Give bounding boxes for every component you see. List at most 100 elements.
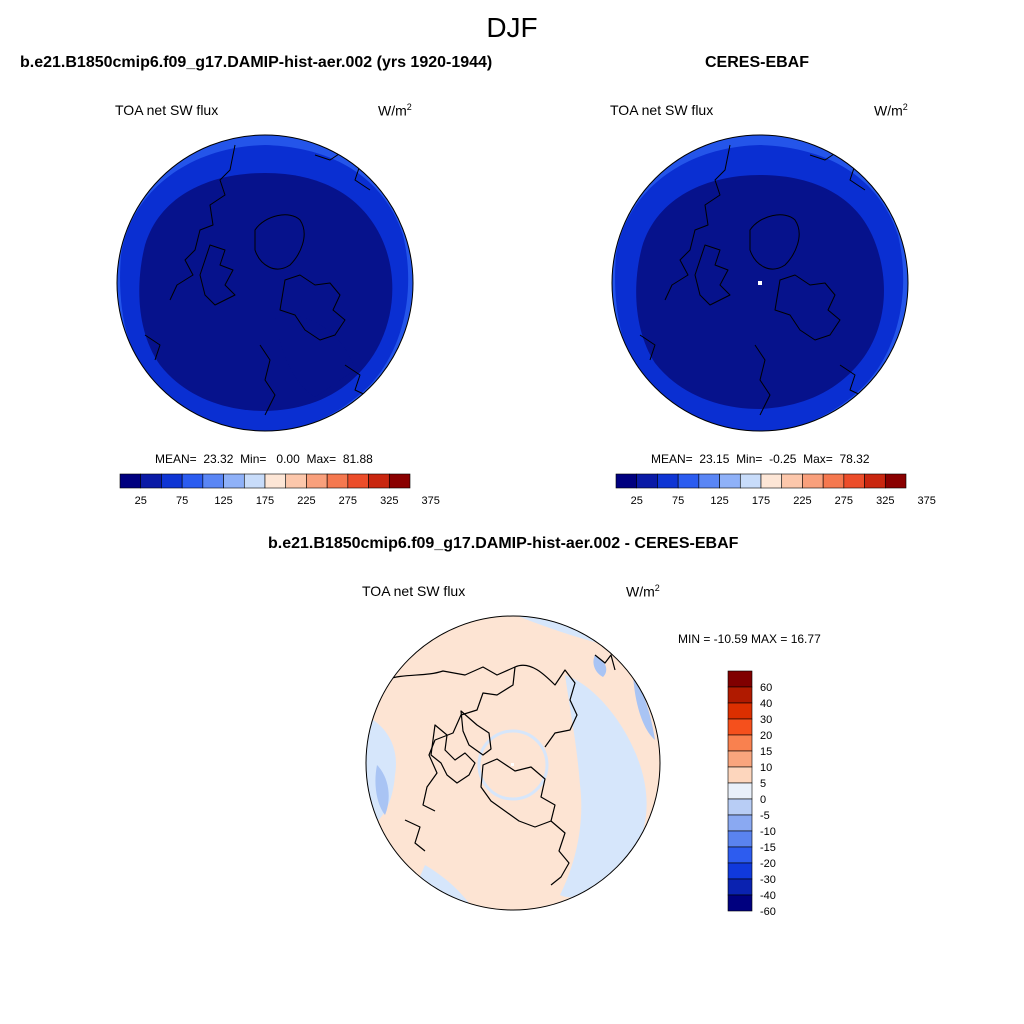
colorbar-tick-label: 30: [760, 714, 772, 726]
pole-missing-point: [758, 281, 762, 285]
colorbar-tick-label: 75: [672, 495, 684, 507]
colorbar-box: [677, 473, 700, 489]
colorbar-box: [822, 473, 845, 489]
colorbar-tick-label: -15: [760, 842, 776, 854]
colorbar-box: [864, 473, 886, 489]
colorbar-box: [739, 473, 762, 489]
colorbar-box: [727, 814, 753, 832]
colorbar-tick-label: 175: [256, 495, 274, 507]
colorbar-tick-label: 5: [760, 778, 766, 790]
zone-inner-patch: [275, 314, 355, 397]
colorbar-box: [884, 473, 907, 489]
colorbar-box: [727, 766, 753, 784]
panel-2-stats: MEAN= 23.15 Min= -0.25 Max= 78.32: [651, 452, 870, 466]
colorbar-tick-label: 275: [835, 495, 853, 507]
colorbar-box: [698, 473, 720, 489]
colorbar-box: [727, 862, 753, 880]
colorbar-box: [727, 686, 753, 704]
colorbar-box: [727, 734, 753, 752]
panel-1-units: W/m2: [378, 102, 412, 119]
colorbar-box: [347, 473, 369, 489]
colorbar-box: [636, 473, 658, 489]
colorbar-tick-label: 40: [760, 698, 772, 710]
colorbar-tick-label: -40: [760, 890, 776, 902]
colorbar-tick-label: 275: [339, 495, 357, 507]
panel-2-variable-label: TOA net SW flux: [610, 102, 714, 118]
zone-pole-ring: [477, 729, 549, 801]
panel-2-polar-map: [611, 134, 909, 432]
zone-negative-east: [560, 675, 647, 898]
colorbar-box: [727, 670, 753, 688]
zone-inner: [636, 175, 884, 409]
colorbar-tick-label: -10: [760, 826, 776, 838]
diff-minmax: MIN = -10.59 MAX = 16.77: [678, 632, 821, 646]
zone-neg-strong-1: [375, 765, 389, 815]
colorbar-box: [181, 473, 204, 489]
panel-1-variable-label: TOA net SW flux: [115, 102, 219, 118]
colorbar-tick-label: 60: [760, 682, 772, 694]
colorbar-tick-label: 75: [176, 495, 188, 507]
colorbar-box: [285, 473, 307, 489]
colorbar-tick-label: 375: [422, 495, 440, 507]
pole-missing-point: [511, 763, 514, 766]
colorbar-box: [243, 473, 266, 489]
colorbar-tick-label: 375: [918, 495, 936, 507]
colorbar-tick-label: -5: [760, 810, 770, 822]
colorbar-tick-label: 10: [760, 762, 772, 774]
colorbar-tick-label: -20: [760, 858, 776, 870]
zone-neg-strong-3: [593, 655, 607, 677]
diff-title: b.e21.B1850cmip6.f09_g17.DAMIP-hist-aer.…: [268, 535, 739, 552]
colorbar-box: [161, 473, 183, 489]
colorbar-box: [802, 473, 824, 489]
colorbar-tick-label: 325: [380, 495, 398, 507]
zone-neg-strong-2: [633, 675, 655, 740]
panel-1-stats: MEAN= 23.32 Min= 0.00 Max= 81.88: [155, 452, 373, 466]
colorbar-box: [264, 473, 287, 489]
colorbar-box: [119, 473, 142, 489]
colorbar-tick-label: 125: [710, 495, 728, 507]
colorbar-tick-label: 225: [297, 495, 315, 507]
panel-2-case-title: CERES-EBAF: [705, 54, 810, 71]
colorbar-box: [223, 473, 245, 489]
colorbar-box: [727, 798, 753, 816]
colorbar-box: [140, 473, 162, 489]
panel-1-polar-map: [116, 134, 414, 432]
colorbar-tick-label: -30: [760, 874, 776, 886]
diff-colorbar: 60 40 30 20 15 10 5 0 -5 -10 -15 -20 -30 -40 -60: [727, 670, 776, 918]
colorbar-tick-label: 125: [214, 495, 232, 507]
colorbar-box: [388, 473, 411, 489]
colorbar-box: [657, 473, 679, 489]
colorbar-box: [727, 846, 753, 864]
colorbar-box: [326, 473, 349, 489]
colorbar-box: [727, 782, 753, 800]
colorbar-box: [727, 878, 753, 896]
colorbar-tick-label: 225: [793, 495, 811, 507]
colorbar-tick-label: 25: [631, 495, 643, 507]
colorbar-box: [781, 473, 803, 489]
colorbar-tick-label: -60: [760, 906, 776, 918]
diff-units: W/m2: [626, 583, 660, 600]
colorbar-box: [202, 473, 224, 489]
figure-title: DJF: [486, 12, 538, 43]
colorbar-box: [727, 830, 753, 848]
diff-polar-map: [365, 615, 661, 911]
panel-2-colorbar: 25 75 125 175 225 275 325 375: [615, 473, 936, 507]
colorbar-box: [306, 473, 328, 489]
colorbar-tick-label: 0: [760, 794, 766, 806]
colorbar-box: [760, 473, 783, 489]
colorbar-box: [843, 473, 865, 489]
colorbar-box: [368, 473, 390, 489]
colorbar-tick-label: 25: [135, 495, 147, 507]
panel-1-colorbar: 25 75 125 175 225 275 325 375: [119, 473, 440, 507]
colorbar-tick-label: 325: [876, 495, 894, 507]
colorbar-tick-label: 175: [752, 495, 770, 507]
panel-1-case-title: b.e21.B1850cmip6.f09_g17.DAMIP-hist-aer.…: [20, 54, 493, 71]
colorbar-box: [615, 473, 638, 489]
colorbar-tick-label: 20: [760, 730, 772, 742]
colorbar-box: [727, 718, 753, 736]
colorbar-box: [727, 894, 753, 912]
colorbar-box: [727, 702, 753, 720]
colorbar-tick-label: 15: [760, 746, 772, 758]
diff-variable-label: TOA net SW flux: [362, 583, 466, 599]
colorbar-box: [719, 473, 741, 489]
